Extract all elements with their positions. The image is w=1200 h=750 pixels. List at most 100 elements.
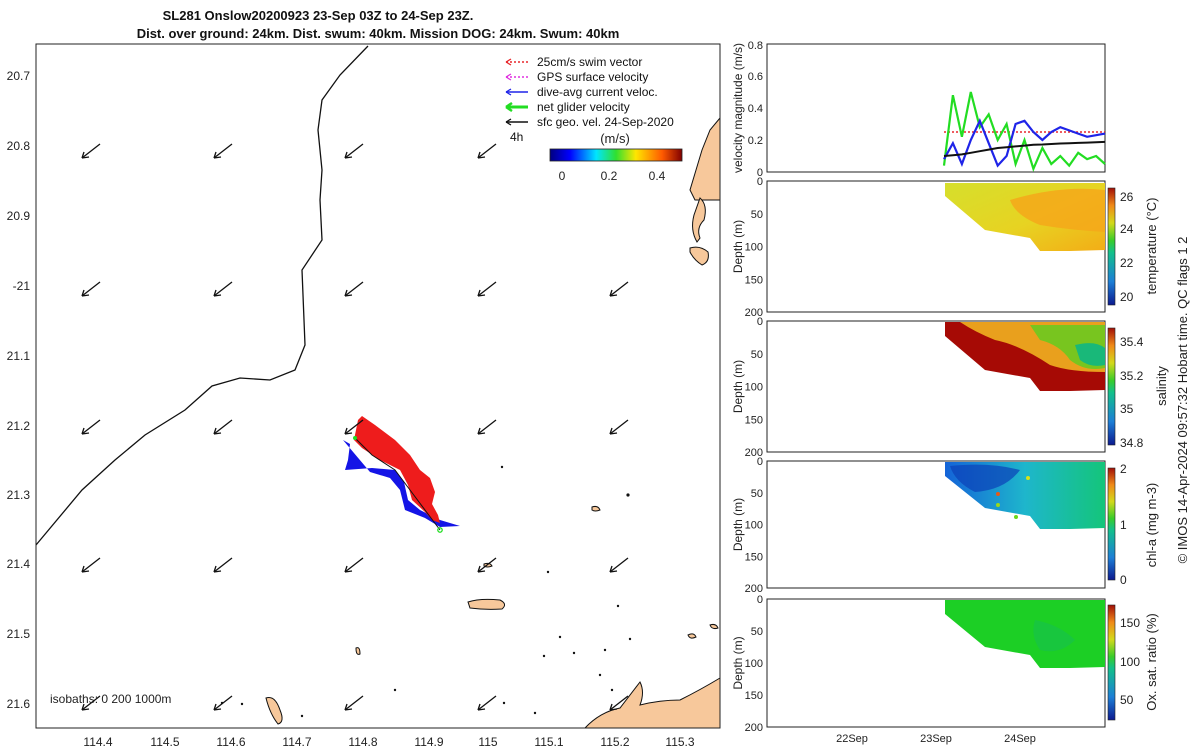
date-ticks: 22Sep 23Sep 24Sep	[836, 733, 1036, 745]
depth-tick-label: 150	[745, 551, 763, 563]
lon-tick-label: 114.9	[414, 735, 443, 749]
velocity-arrow	[610, 420, 628, 434]
salinity-cblabel: salinity	[1154, 366, 1169, 406]
velocity-arrow	[82, 144, 100, 158]
legend-label-current: dive-avg current veloc.	[537, 85, 658, 99]
velocity-arrow	[610, 558, 628, 572]
depth-axis-label: Depth (m)	[731, 220, 745, 273]
oxygen-colorbar	[1108, 605, 1115, 720]
depth-tick-label: 150	[745, 414, 763, 426]
oxygen-panel: 50 100 150 Ox. sat. ratio (%)	[767, 599, 1159, 727]
lat-tick-label: 21.4	[7, 557, 31, 571]
lat-tick-label: 21.5	[7, 627, 31, 641]
velocity-ylabel: velocity magnitude (m/s)	[731, 43, 745, 173]
legend-label-net: net glider velocity	[537, 100, 630, 114]
salinity-colorbar	[1108, 328, 1115, 445]
lat-ticks: 20.7 20.8 20.9 -21 21.1 21.2 21.3 21.4 2…	[7, 69, 31, 711]
velocity-arrow	[214, 144, 232, 158]
velocity-arrow	[610, 282, 628, 296]
temperature-cblabel: temperature (°C)	[1144, 198, 1159, 295]
lon-tick-label: 115.3	[665, 735, 694, 749]
chla-sample-point	[1026, 476, 1030, 480]
salinity-cbtick: 35	[1120, 402, 1134, 416]
chla-cblabel: chl-a (mg m-3)	[1144, 483, 1159, 568]
date-tick: 24Sep	[1004, 733, 1036, 745]
depth-tick-label: 50	[751, 209, 763, 221]
lat-tick-label: 20.9	[7, 209, 31, 223]
chla-sample-point	[996, 503, 1000, 507]
velocity-arrow	[478, 144, 496, 158]
chla-sample-point	[1014, 515, 1018, 519]
lon-tick-label: 114.7	[282, 735, 311, 749]
chla-cbtick: 2	[1120, 462, 1127, 476]
velocity-arrow	[214, 282, 232, 296]
date-tick: 23Sep	[920, 733, 952, 745]
depth-tick-label: 100	[745, 658, 763, 670]
depth-tick-label: 50	[751, 349, 763, 361]
salinity-cbtick: 34.8	[1120, 436, 1144, 450]
map-panel: 20.7 20.8 20.9 -21 21.1 21.2 21.3 21.4 2…	[7, 44, 720, 749]
track-start-marker	[353, 436, 357, 440]
velocity-ytick: 0.6	[748, 71, 763, 83]
depth-tick-label: 100	[745, 242, 763, 254]
depth-tick-label: 0	[757, 594, 763, 606]
velocity-ytick: 0.4	[748, 103, 763, 115]
depth-tick-label: 50	[751, 626, 763, 638]
chla-panel: 0 1 2 chl-a (mg m-3)	[767, 461, 1159, 588]
legend-label-gps: GPS surface velocity	[537, 70, 648, 84]
lat-tick-label: 20.7	[7, 69, 31, 83]
chla-cbtick: 0	[1120, 573, 1127, 587]
lon-tick-label: 115.2	[600, 735, 629, 749]
depth-tick-label: 150	[745, 690, 763, 702]
swim-vector-track	[354, 416, 440, 523]
velocity-ytick: 0.8	[748, 40, 763, 52]
velocity-arrow	[478, 696, 496, 710]
lat-tick-label: 21.1	[7, 349, 31, 363]
depth-axis-label: Depth (m)	[731, 360, 745, 413]
velocity-arrow	[82, 558, 100, 572]
lon-tick-label: 114.4	[83, 735, 112, 749]
date-tick: 22Sep	[836, 733, 868, 745]
velocity-arrow	[478, 420, 496, 434]
lat-tick-label: 21.3	[7, 488, 31, 502]
map-legend: 25cm/s swim vector GPS surface velocity …	[506, 55, 674, 144]
figure-title-line1: SL281 Onslow20200923 23-Sep 03Z to 24-Se…	[163, 8, 474, 23]
salinity-cbtick: 35.4	[1120, 335, 1144, 349]
lon-tick-label: 114.6	[216, 735, 245, 749]
velocity-arrow	[214, 558, 232, 572]
surface-velocity-arrows	[82, 144, 628, 710]
credit-text: © IMOS 14-Apr-2024 09:57:32 Hobart time.…	[1175, 237, 1190, 564]
depth-axis-label: Depth (m)	[731, 636, 745, 689]
depth-axes: 0 50 100 150 200 Depth (m) 0 50 100 150 200 Depth (…	[731, 176, 763, 734]
lon-tick-label: 114.8	[348, 735, 377, 749]
depth-tick-label: 100	[745, 382, 763, 394]
temperature-panel: 20 22 24 26 temperature (°C)	[767, 181, 1159, 312]
lon-tick-label: 115	[478, 735, 497, 749]
depth-tick-label: 200	[745, 722, 763, 734]
figure: SL281 Onslow20200923 23-Sep 03Z to 24-Se…	[0, 0, 1200, 750]
velocity-arrow	[345, 144, 363, 158]
speed-colorbar: (m/s) 0 0.2 0.4	[550, 131, 682, 183]
velocity-arrow	[82, 282, 100, 296]
oxygen-cblabel: Ox. sat. ratio (%)	[1144, 613, 1159, 711]
temperature-cbtick: 24	[1120, 222, 1134, 236]
temperature-cbtick: 22	[1120, 256, 1134, 270]
lat-tick-label: 21.6	[7, 697, 31, 711]
lat-tick-label: 21.2	[7, 419, 31, 433]
depth-axis-label: Depth (m)	[731, 498, 745, 551]
colorbar-unit: (m/s)	[600, 131, 630, 146]
lon-ticks: 114.4 114.5 114.6 114.7 114.8 114.9 115 …	[83, 735, 694, 749]
lat-tick-label: 20.8	[7, 139, 31, 153]
depth-tick-label: 50	[751, 488, 763, 500]
isobaths-label: isobaths: 0 200 1000m	[50, 692, 171, 706]
legend-scale-label: 4h	[510, 130, 523, 144]
depth-tick-label: 0	[757, 316, 763, 328]
colorbar-tick: 0.4	[649, 169, 666, 183]
velocity-arrow	[345, 282, 363, 296]
temperature-colorbar	[1108, 188, 1115, 305]
velocity-arrow	[214, 420, 232, 434]
velocity-arrow	[478, 282, 496, 296]
temperature-cbtick: 20	[1120, 290, 1134, 304]
chla-sample-point	[996, 492, 1000, 496]
colorbar-gradient	[550, 149, 682, 161]
